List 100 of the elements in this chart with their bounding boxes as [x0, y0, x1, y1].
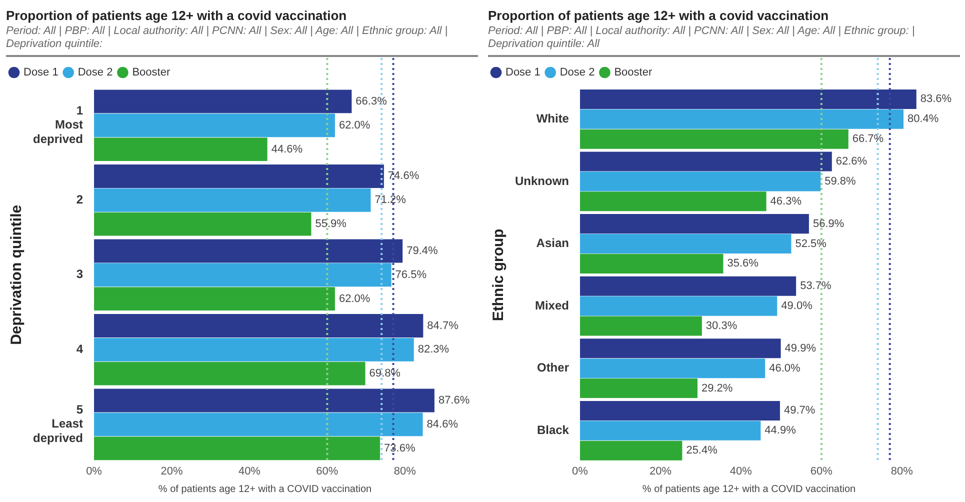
- bar: [580, 378, 698, 398]
- y-axis-title: Deprivation quintile: [8, 204, 26, 345]
- chart-title: Proportion of patients age 12+ with a covid vaccination: [6, 8, 348, 23]
- y-tick-label: Other: [536, 360, 570, 375]
- bar: [94, 164, 384, 188]
- data-label: 83.6%: [920, 93, 952, 106]
- data-label: 84.6%: [426, 418, 458, 430]
- bar: [94, 114, 335, 138]
- data-label: 71.2%: [374, 194, 406, 206]
- data-label: 62.0%: [338, 119, 370, 132]
- data-label: 46.0%: [769, 362, 800, 374]
- bar: [580, 234, 792, 254]
- bar: [580, 129, 848, 149]
- bar: [580, 192, 766, 212]
- x-tick-label: 80%: [890, 465, 914, 478]
- data-label: 66.7%: [852, 133, 884, 146]
- x-tick-label: 40%: [730, 465, 752, 478]
- x-axis-title: % of patients age 12+ with a COVID vaccination: [642, 484, 856, 495]
- x-tick-label: 0%: [572, 465, 588, 478]
- data-label: 59.8%: [824, 175, 856, 188]
- y-tick-label: 5 Least deprived: [33, 402, 84, 446]
- x-tick-label: 20%: [160, 465, 183, 478]
- bar: [580, 338, 781, 358]
- data-label: 66.3%: [356, 95, 388, 108]
- bar: [580, 440, 682, 460]
- bar: [580, 420, 761, 440]
- x-tick-label: 0%: [86, 465, 102, 478]
- bar: [580, 400, 780, 420]
- y-tick-label: Asian: [536, 236, 569, 250]
- data-label: 25.4%: [686, 444, 718, 457]
- bar: [94, 239, 403, 263]
- data-label: 62.0%: [338, 292, 370, 305]
- data-label: 35.6%: [727, 258, 759, 270]
- bar: [94, 287, 335, 311]
- bar: [580, 152, 832, 172]
- chart-subtitle: Period: All | PBP: All | Local authority: All | PCNN: All | Sex: All | Age: All | Ethnic group: | Deprivation quintile: All: [488, 25, 960, 57]
- data-label: 46.3%: [770, 195, 802, 208]
- y-tick-label: Unknown: [514, 174, 569, 188]
- bar: [580, 316, 702, 336]
- bar: [580, 254, 724, 274]
- legend-label: Booster: [614, 66, 652, 79]
- legend-label: Dose 1: [506, 66, 540, 79]
- y-tick-label: Black: [536, 422, 570, 437]
- legend-label: Dose 1: [24, 66, 58, 79]
- bar: [580, 276, 796, 296]
- bar: [94, 362, 366, 386]
- bar: [94, 138, 268, 162]
- legend-label: Booster: [132, 66, 170, 79]
- x-tick-label: 60%: [810, 465, 833, 478]
- x-axis-title: % of patients age 12+ with a COVID vaccination: [158, 484, 372, 495]
- data-label: 29.2%: [701, 382, 733, 394]
- y-tick-label: 1 Most deprived: [33, 103, 84, 146]
- bar: [94, 338, 414, 362]
- y-tick-label: 3: [76, 267, 84, 282]
- legend-label: Dose 2: [560, 66, 595, 79]
- bar: [94, 314, 424, 338]
- data-label: 62.6%: [836, 156, 868, 168]
- bar: [94, 90, 352, 114]
- legend-label: Dose 2: [78, 66, 113, 79]
- data-label: 53.7%: [800, 280, 832, 292]
- data-label: 56.9%: [812, 218, 844, 230]
- data-label: 80.4%: [908, 113, 939, 126]
- bar: [94, 263, 392, 287]
- y-tick-label: Mixed: [534, 298, 569, 312]
- chart-subtitle: Period: All | PBP: All | Local authority: All | PCNN: All | Sex: All | Age: All | Ethnic group: All | Deprivation quintile:: [6, 25, 478, 57]
- bar: [580, 89, 916, 109]
- bar: [94, 436, 380, 460]
- chart-title: Proportion of patients age 12+ with a covid vaccination: [488, 8, 830, 23]
- data-label: 52.5%: [795, 238, 827, 250]
- data-label: 49.9%: [784, 342, 816, 354]
- bar: [94, 388, 434, 412]
- data-label: 55.9%: [315, 218, 347, 230]
- data-label: 44.6%: [271, 143, 303, 156]
- data-label: 84.7%: [427, 320, 459, 332]
- y-tick-label: White: [536, 111, 570, 126]
- bar: [94, 412, 423, 436]
- y-tick-label: 4: [76, 342, 84, 356]
- data-label: 74.6%: [388, 170, 420, 182]
- y-tick-label: 2: [76, 192, 84, 206]
- x-tick-label: 20%: [649, 465, 672, 478]
- bar: [94, 188, 371, 212]
- data-label: 30.3%: [706, 320, 738, 332]
- x-tick-label: 40%: [238, 465, 261, 478]
- bar: [580, 358, 766, 378]
- data-label: 49.0%: [781, 300, 813, 312]
- data-label: 76.5%: [395, 268, 427, 281]
- y-axis-title: Ethnic group: [490, 228, 508, 322]
- bar: [580, 109, 904, 129]
- x-tick-label: 60%: [316, 465, 338, 478]
- bar: [580, 296, 778, 316]
- bar: [94, 212, 312, 236]
- data-label: 44.9%: [764, 424, 796, 437]
- bar: [580, 214, 809, 234]
- bar: [580, 172, 821, 192]
- x-tick-label: 80%: [394, 465, 416, 478]
- data-label: 79.4%: [406, 245, 438, 258]
- data-label: 87.6%: [438, 394, 470, 407]
- data-label: 82.3%: [418, 344, 450, 356]
- data-label: 49.7%: [784, 404, 816, 417]
- data-label: 69.8%: [369, 368, 401, 380]
